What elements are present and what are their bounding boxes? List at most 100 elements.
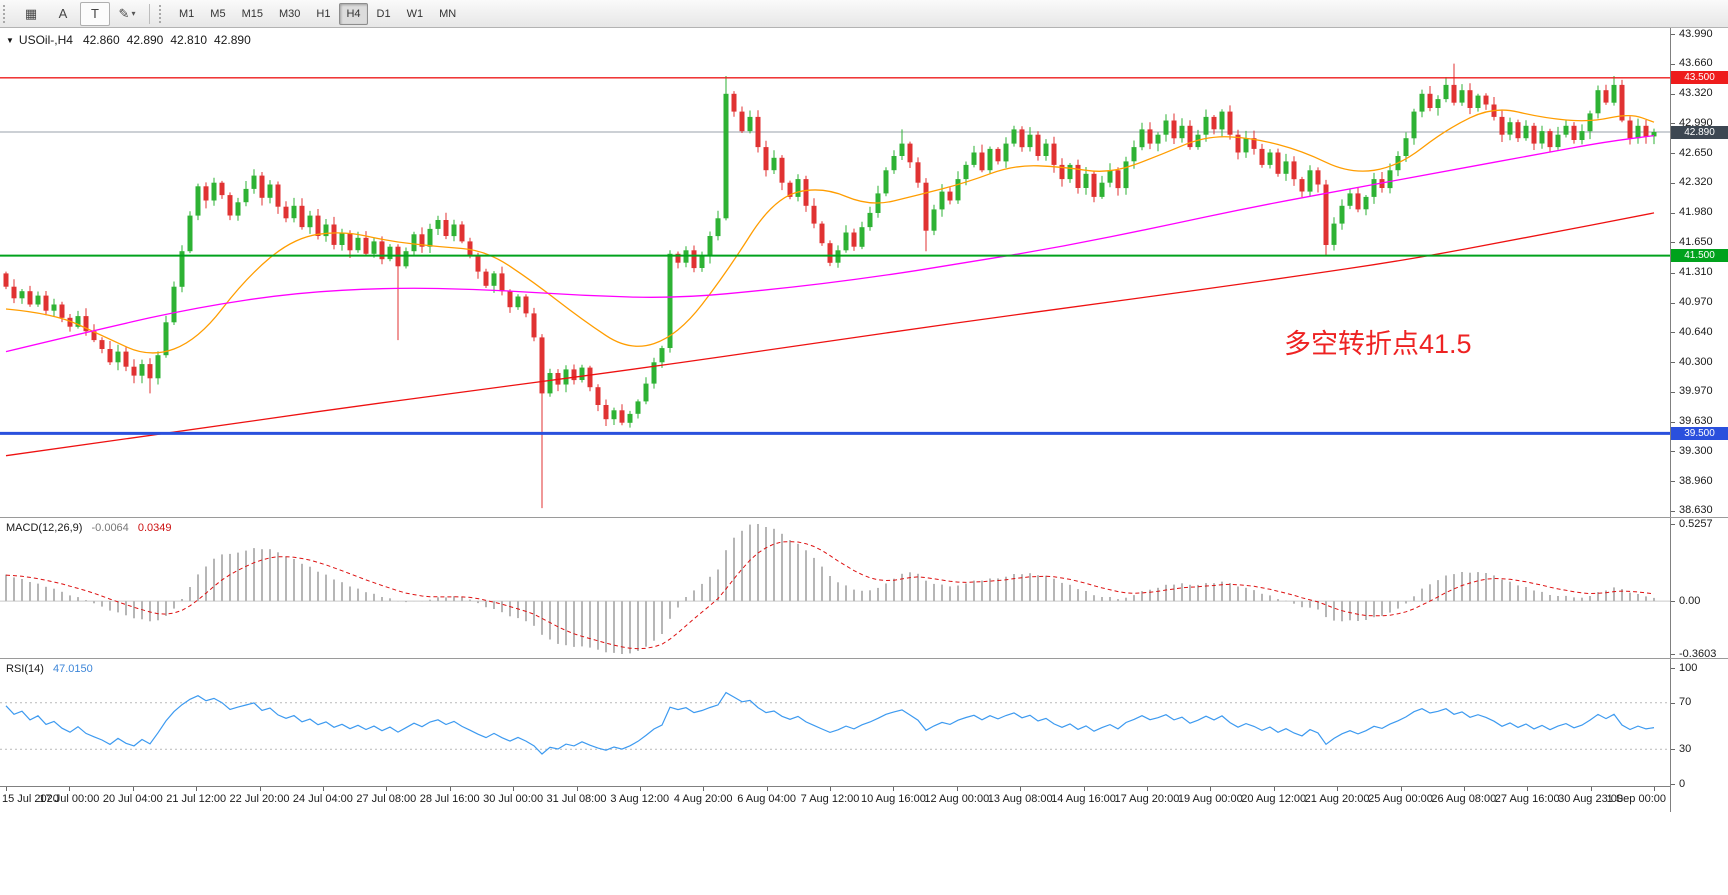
macd-axis-tick	[1671, 654, 1675, 655]
price-axis-tick	[1671, 182, 1675, 184]
toolbar-grip[interactable]	[159, 4, 166, 23]
timeframe-button-mn[interactable]: MN	[439, 7, 457, 20]
macd-histogram	[5, 524, 1655, 654]
price-axis-tick	[1671, 123, 1675, 125]
main-chart-canvas[interactable]	[0, 28, 1670, 517]
text-a-tool-button[interactable]: A	[58, 6, 68, 21]
grid-tool-button[interactable]: ▦	[24, 5, 38, 21]
time-axis-tick	[69, 787, 71, 791]
time-axis-label: 27 Aug 16:00	[1494, 793, 1560, 805]
rsi-axis-label: 70	[1679, 696, 1692, 709]
time-axis-label: 28 Jul 16:00	[419, 793, 480, 805]
time-axis-label: 6 Aug 04:00	[737, 793, 796, 805]
time-axis-tick	[576, 787, 578, 791]
rsi-axis-tick	[1671, 668, 1675, 669]
timeframe-button-h4[interactable]: H4	[339, 2, 368, 25]
rsi-value: 47.0150	[52, 663, 93, 675]
price-axis-tick	[1671, 332, 1675, 334]
rsi-panel-canvas[interactable]	[0, 659, 1670, 786]
rsi-line[interactable]	[5, 691, 1655, 755]
time-axis-label: 22 Jul 20:00	[229, 793, 290, 805]
toolbar-grip[interactable]	[3, 4, 10, 23]
macd-axis-tick	[1671, 524, 1675, 525]
annotation-text[interactable]: 多空转折点41.5	[1284, 329, 1472, 359]
time-axis-label: 1 Sep 00:00	[1606, 793, 1666, 805]
toolbar-separator	[149, 3, 150, 24]
time-axis-tick	[1590, 787, 1592, 791]
timeframe-button-w1[interactable]: W1	[406, 7, 424, 20]
ohlc-open: 42.860	[82, 33, 120, 47]
time-axis-tick	[1020, 787, 1022, 791]
text-t-tool-button[interactable]: T	[80, 1, 110, 26]
macd-axis-label: -0.3603	[1679, 647, 1717, 660]
price-axis-label: 43.320	[1679, 87, 1713, 100]
time-axis-tick	[449, 787, 451, 791]
time-axis-tick	[513, 787, 515, 791]
time-axis-tick	[196, 787, 198, 791]
time-axis-tick	[703, 787, 705, 791]
time-axis-label: 15 Jul 2020	[2, 793, 59, 805]
rsi-axis-tick	[1671, 702, 1675, 704]
timeframe-button-m30[interactable]: M30	[278, 7, 301, 20]
chart-area[interactable]: ▼ USOil-,H4 42.860 42.890 42.810 42.890 …	[0, 28, 1670, 517]
time-axis-label: 19 Aug 00:00	[1177, 793, 1243, 805]
time-axis-label: 7 Aug 12:00	[800, 793, 860, 805]
price-scale[interactable]: 43.990 43.660 43.320 42.990 42.650 42.320 41.9…	[1670, 28, 1728, 812]
time-axis[interactable]: 15 Jul 2020 17 Jul 00:00 20 Jul 04:00 21 Ju…	[0, 786, 1728, 812]
price-axis-tick	[1671, 34, 1675, 36]
panel-splitter[interactable]	[0, 517, 1728, 518]
time-axis-label: 4 Aug 20:00	[673, 793, 733, 805]
panel-splitter[interactable]	[0, 658, 1728, 659]
time-axis-tick	[830, 787, 831, 791]
timeframe-button-m5[interactable]: M5	[210, 7, 226, 20]
price-level-tag: 43.500	[1671, 71, 1728, 85]
rsi-axis-tick	[1671, 749, 1675, 751]
timeframe-button-h1[interactable]: H1	[316, 7, 331, 20]
time-axis-tick	[1463, 787, 1465, 791]
rsi-axis-tick	[1671, 784, 1675, 785]
price-axis-label: 41.650	[1679, 235, 1713, 248]
symbol-caret-icon[interactable]: ▼	[6, 35, 14, 45]
time-axis-label: 10 Aug 16:00	[860, 793, 926, 805]
timeframe-button-d1[interactable]: D1	[376, 7, 391, 20]
price-axis-label: 39.630	[1679, 415, 1713, 428]
timeframe-button-m1[interactable]: M1	[179, 7, 195, 20]
rsi-axis-label: 100	[1679, 661, 1698, 674]
draw-tool-button[interactable]: ✎ ▾	[118, 5, 136, 21]
ma-mid-line[interactable]	[5, 134, 1655, 353]
price-level-tag: 41.500	[1671, 249, 1728, 263]
time-axis-label: 24 Jul 04:00	[292, 793, 353, 805]
timeframe-button-m15[interactable]: M15	[241, 7, 263, 20]
toolbar: ▦ A T ✎ ▾ M1 M5 M15 M30 H1 H4 D1 W1 MN	[0, 0, 1728, 28]
price-axis-label: 43.990	[1679, 27, 1713, 40]
ohlc-close: 42.890	[214, 33, 251, 47]
macd-axis-tick	[1671, 601, 1675, 603]
price-axis-tick	[1671, 362, 1675, 364]
macd-signal-value: 0.0349	[137, 522, 172, 534]
ma-slow-line[interactable]	[5, 212, 1655, 457]
price-axis-label: 43.660	[1679, 57, 1713, 70]
time-axis-tick	[766, 787, 768, 791]
macd-signal-line	[5, 541, 1655, 650]
price-axis-tick	[1671, 93, 1675, 95]
current-price-tag: 42.890	[1671, 125, 1728, 139]
price-axis-tick	[1671, 242, 1675, 244]
chart-title: ▼ USOil-,H4 42.860 42.890 42.810 42.890	[6, 33, 258, 47]
price-axis-label: 41.980	[1679, 206, 1713, 219]
time-axis-label: 30 Aug 23:00	[1558, 793, 1624, 805]
time-axis-tick	[132, 787, 134, 791]
macd-panel-canvas[interactable]	[0, 518, 1670, 658]
rsi-axis-label: 0	[1679, 777, 1686, 790]
price-axis-label: 38.630	[1679, 504, 1713, 517]
time-axis-tick	[1273, 787, 1275, 791]
timeframes-group: M1 M5 M15 M30 H1 H4 D1 W1 MN	[171, 2, 464, 25]
candles-group[interactable]	[3, 63, 1657, 509]
price-axis-tick	[1671, 481, 1675, 483]
ma-fast-line[interactable]	[5, 109, 1655, 354]
time-axis-label: 12 Aug 00:00	[924, 793, 990, 805]
price-axis-tick	[1671, 63, 1675, 65]
price-axis-label: 42.650	[1679, 146, 1713, 159]
time-axis-label: 17 Jul 00:00	[39, 793, 100, 805]
time-axis-tick	[1654, 787, 1655, 791]
